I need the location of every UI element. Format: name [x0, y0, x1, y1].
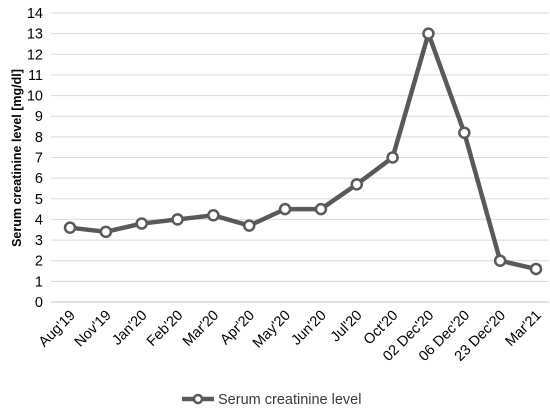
data-point — [135, 217, 148, 230]
data-point — [242, 219, 256, 232]
data-point — [171, 213, 184, 226]
x-tick-labels: Aug'19Nov'19Jan'20Feb'20Mar'20Apr'20May'… — [36, 308, 545, 365]
y-tick-label: 5 — [35, 192, 43, 208]
x-tick-label: Feb'20 — [144, 308, 186, 350]
legend-label: Serum creatinine level — [218, 392, 361, 408]
y-tick-label: 8 — [35, 130, 43, 146]
y-tick-label: 13 — [27, 27, 43, 43]
x-tick-label: Aug'19 — [36, 308, 79, 351]
data-point — [493, 254, 507, 267]
data-point — [529, 262, 543, 276]
x-tick-label: Jan'20 — [109, 308, 150, 349]
y-tick-label: 1 — [35, 274, 43, 290]
data-point — [458, 126, 471, 139]
data-point — [422, 27, 435, 40]
y-tick-label: 11 — [28, 68, 43, 84]
data-point — [207, 209, 220, 222]
y-tick-label: 14 — [27, 6, 43, 22]
legend: Serum creatinine level — [182, 392, 361, 408]
x-tick-label: May'20 — [250, 308, 294, 352]
y-tick-label: 2 — [35, 254, 43, 270]
x-tick-label: Jul'20 — [328, 308, 366, 346]
y-tick-label: 0 — [35, 295, 43, 311]
series — [63, 27, 543, 276]
y-tick-label: 7 — [35, 151, 43, 167]
x-tick-label: Mar'21 — [502, 308, 544, 350]
y-tick-label: 6 — [35, 171, 43, 187]
data-point — [350, 178, 364, 191]
data-point — [63, 221, 77, 234]
y-axis-label: Serum creatinine level [mg/dl] — [10, 69, 24, 247]
y-tick-label: 12 — [27, 47, 43, 63]
y-tick-label: 3 — [35, 233, 43, 249]
y-tick-label: 4 — [35, 212, 43, 228]
y-tick-label: 10 — [27, 89, 43, 105]
data-point — [314, 202, 328, 216]
data-point — [386, 151, 399, 164]
legend-swatch-marker — [192, 393, 204, 405]
data-point — [99, 225, 113, 239]
y-tick-label: 9 — [35, 109, 43, 125]
gridlines — [51, 12, 549, 282]
series-line — [69, 31, 537, 272]
x-tick-label: Mar'20 — [180, 308, 222, 350]
x-tick-label: Nov'19 — [72, 308, 115, 351]
data-point — [278, 202, 292, 216]
x-tick-label: Jun'20 — [289, 308, 330, 349]
